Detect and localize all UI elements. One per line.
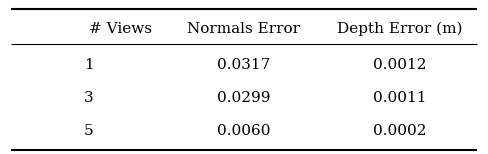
Text: 0.0299: 0.0299 — [217, 91, 271, 105]
Text: 0.0317: 0.0317 — [217, 58, 271, 72]
Text: 0.0060: 0.0060 — [217, 124, 271, 138]
Text: Normals Error: Normals Error — [187, 22, 301, 36]
Text: 0.0011: 0.0011 — [372, 91, 426, 105]
Text: 0.0012: 0.0012 — [372, 58, 426, 72]
Text: 3: 3 — [84, 91, 94, 105]
Text: Depth Error (m): Depth Error (m) — [337, 21, 462, 36]
Text: 1: 1 — [84, 58, 94, 72]
Text: 5: 5 — [84, 124, 94, 138]
Text: 0.0002: 0.0002 — [372, 124, 426, 138]
Text: # Views: # Views — [89, 22, 152, 36]
